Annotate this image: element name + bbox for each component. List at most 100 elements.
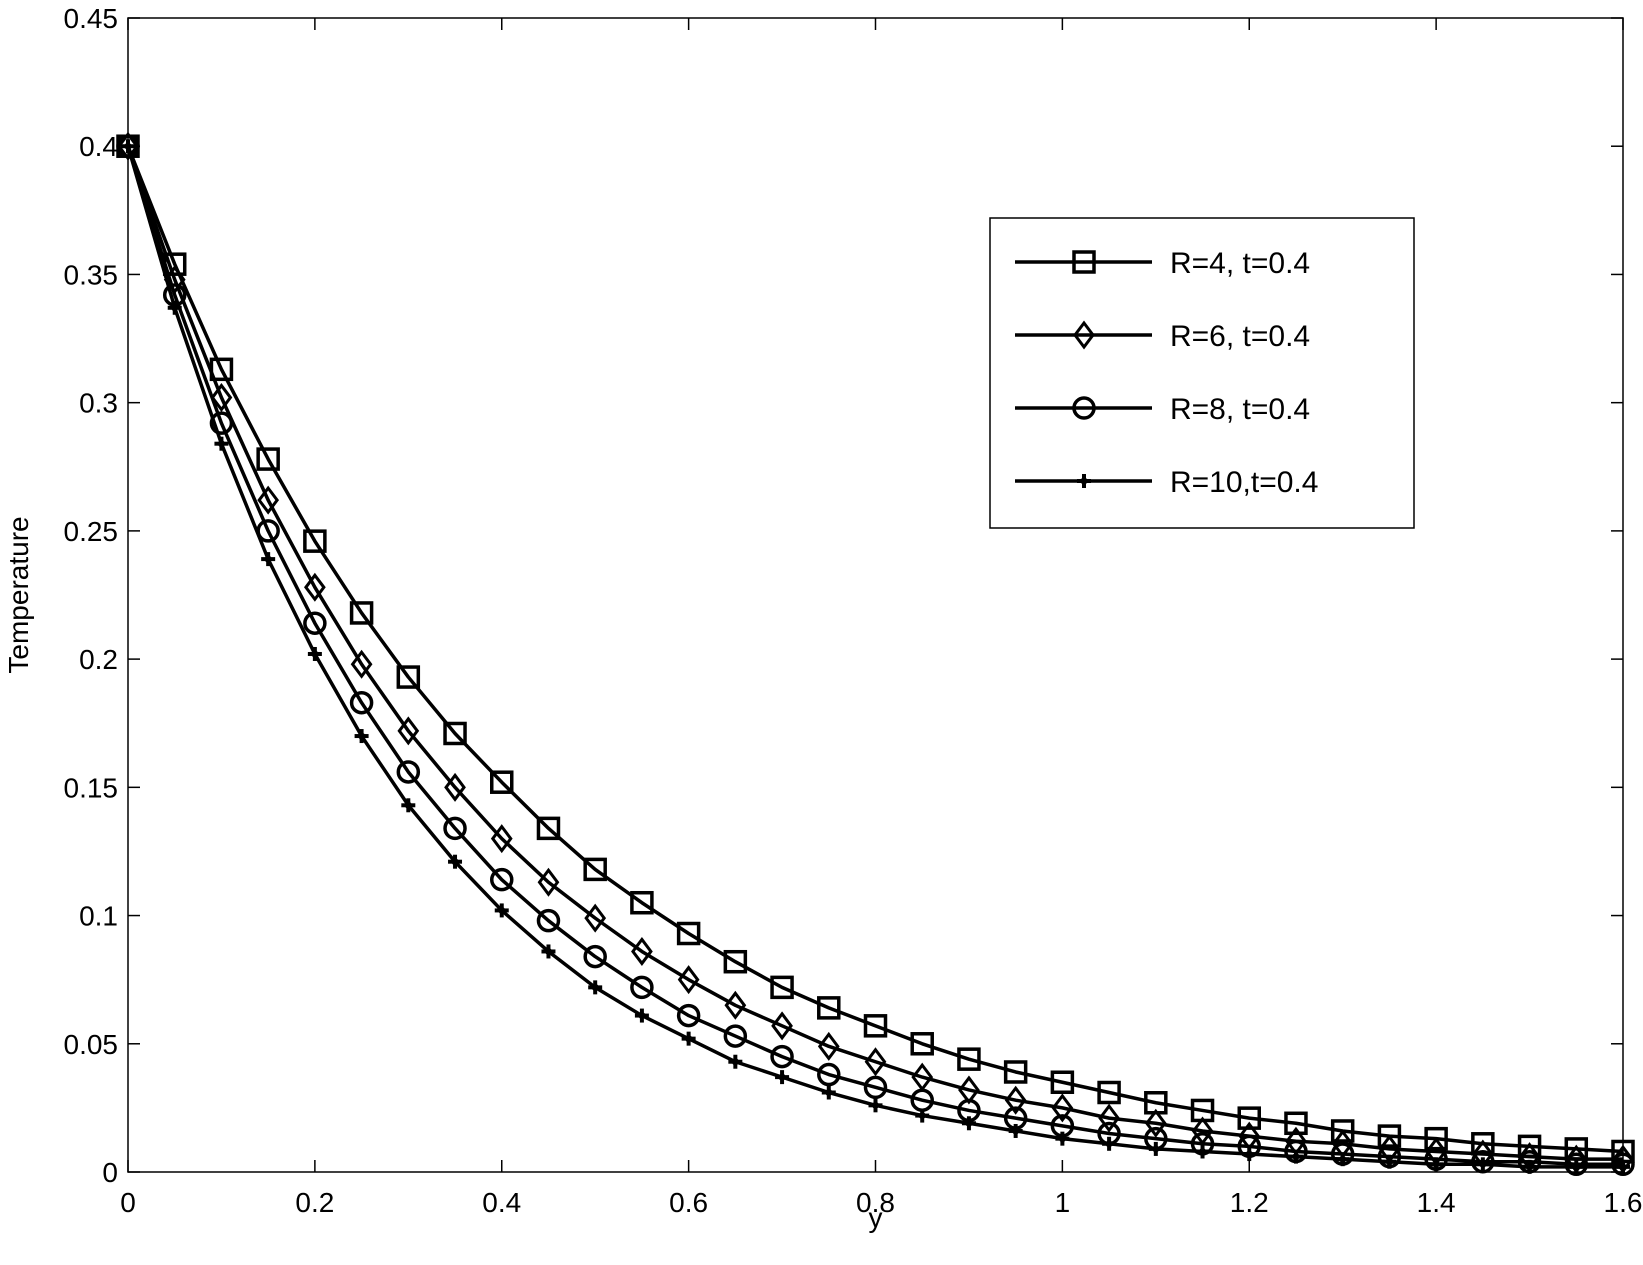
- data-point-square: [630, 890, 654, 915]
- data-point-circle: [303, 611, 327, 635]
- data-point-star: [868, 1098, 883, 1113]
- data-point-circle: [443, 816, 467, 841]
- data-point-star: [1102, 1136, 1117, 1151]
- data-point-square: [349, 601, 374, 625]
- data-point-star: [821, 1085, 836, 1100]
- legend-marker-star: [1077, 474, 1091, 488]
- data-point-star: [681, 1031, 696, 1046]
- data-point-diamond: [397, 716, 420, 746]
- data-point-diamond: [490, 824, 513, 854]
- data-point-diamond: [1144, 1108, 1167, 1138]
- data-point-square: [396, 665, 421, 689]
- data-point-square: [536, 816, 561, 841]
- data-point-circle: [536, 908, 561, 933]
- series-line: [126, 145, 1623, 1161]
- data-point-star: [1008, 1123, 1023, 1138]
- data-point-circle: [349, 690, 374, 715]
- data-point-circle: [817, 1062, 841, 1087]
- data-point-diamond: [677, 965, 700, 995]
- data-point-square: [1003, 1060, 1028, 1084]
- x-tick-label: 0.4: [482, 1187, 521, 1218]
- x-tick-label: 0: [120, 1187, 136, 1218]
- y-tick-label: 0: [102, 1157, 118, 1188]
- legend-entry: R=4, t=0.4: [1015, 247, 1310, 280]
- data-point-diamond: [444, 772, 466, 802]
- series-line: [126, 145, 1623, 1167]
- data-point-diamond: [631, 936, 653, 966]
- y-tick-label: 0.05: [64, 1029, 119, 1060]
- data-point-circle: [1564, 1152, 1589, 1177]
- data-point-diamond: [304, 572, 326, 602]
- data-point-diamond: [537, 867, 560, 897]
- data-point-star: [1242, 1147, 1257, 1162]
- data-point-square: [723, 949, 748, 974]
- series-line: [126, 145, 1624, 1154]
- y-tick-label: 0.4: [79, 131, 118, 162]
- data-point-star: [775, 1070, 790, 1085]
- legend-label: R=10,t=0.4: [1170, 466, 1318, 499]
- data-point-star: [261, 552, 276, 567]
- data-point-circle: [863, 1075, 888, 1100]
- data-point-diamond: [1098, 1103, 1120, 1133]
- legend-label: R=6, t=0.4: [1170, 320, 1310, 353]
- x-tick-label: 0.6: [669, 1187, 708, 1218]
- legend-box: [989, 217, 1415, 529]
- x-tick-label: 1.6: [1604, 1187, 1643, 1218]
- legend-label: R=4, t=0.4: [1170, 247, 1310, 280]
- data-point-star: [1475, 1157, 1490, 1172]
- data-point-star: [915, 1108, 930, 1123]
- data-point-star: [1335, 1152, 1350, 1167]
- data-point-square: [817, 996, 841, 1020]
- legend-label: R=8, t=0.4: [1170, 393, 1310, 426]
- data-point-square: [303, 529, 327, 553]
- data-point-square: [1097, 1080, 1121, 1105]
- legend-entry: R=10,t=0.4: [1015, 466, 1318, 499]
- data-point-square: [910, 1032, 934, 1056]
- data-point-square: [490, 770, 514, 794]
- x-tick-label: 1.4: [1417, 1187, 1456, 1218]
- data-point-diamond: [350, 649, 373, 679]
- data-point-square: [770, 975, 794, 1000]
- data-point-star: [961, 1116, 976, 1131]
- data-point-diamond: [864, 1047, 887, 1077]
- legend-marker-diamond: [1073, 320, 1095, 350]
- data-point-star: [354, 729, 369, 744]
- legend-marker-square: [1072, 250, 1096, 274]
- data-point-circle: [630, 975, 654, 1000]
- data-point-star: [1382, 1154, 1397, 1169]
- data-point-star: [448, 854, 463, 869]
- data-point-star: [634, 1008, 649, 1023]
- series-layer: [116, 131, 1635, 1177]
- x-tick-label: 0.8: [856, 1187, 895, 1218]
- y-tick-label: 0.2: [79, 644, 118, 675]
- data-point-square: [256, 447, 280, 471]
- data-point-diamond: [817, 1031, 840, 1061]
- data-point-diamond: [1004, 1085, 1027, 1115]
- data-point-star: [728, 1054, 743, 1069]
- data-point-square: [863, 1014, 888, 1038]
- data-point-square: [443, 721, 467, 746]
- data-point-star: [307, 646, 322, 661]
- y-tick-label: 0.15: [64, 772, 119, 803]
- data-point-star: [588, 980, 603, 995]
- data-point-diamond: [584, 903, 607, 933]
- series-square: [116, 134, 1635, 1164]
- x-tick-label: 1: [1055, 1187, 1071, 1218]
- data-point-star: [167, 300, 182, 315]
- data-point-circle: [396, 760, 421, 784]
- y-tick-label: 0.3: [79, 388, 118, 419]
- data-point-star: [214, 436, 229, 451]
- data-point-diamond: [210, 383, 233, 413]
- y-tick-label: 0.1: [79, 901, 118, 932]
- data-point-square: [1237, 1106, 1261, 1130]
- y-tick-label: 0.25: [64, 516, 119, 547]
- y-tick-label: 0.45: [64, 3, 119, 34]
- data-point-square: [676, 921, 701, 946]
- data-point-square: [583, 857, 607, 882]
- data-point-square: [1284, 1111, 1308, 1136]
- legend: R=4, t=0.4 R=6, t=0.4 R=8, t=0.4 R=10,t=0.4: [989, 217, 1415, 529]
- y-axis-title: Temperature: [3, 516, 34, 673]
- data-point-star: [1195, 1144, 1210, 1159]
